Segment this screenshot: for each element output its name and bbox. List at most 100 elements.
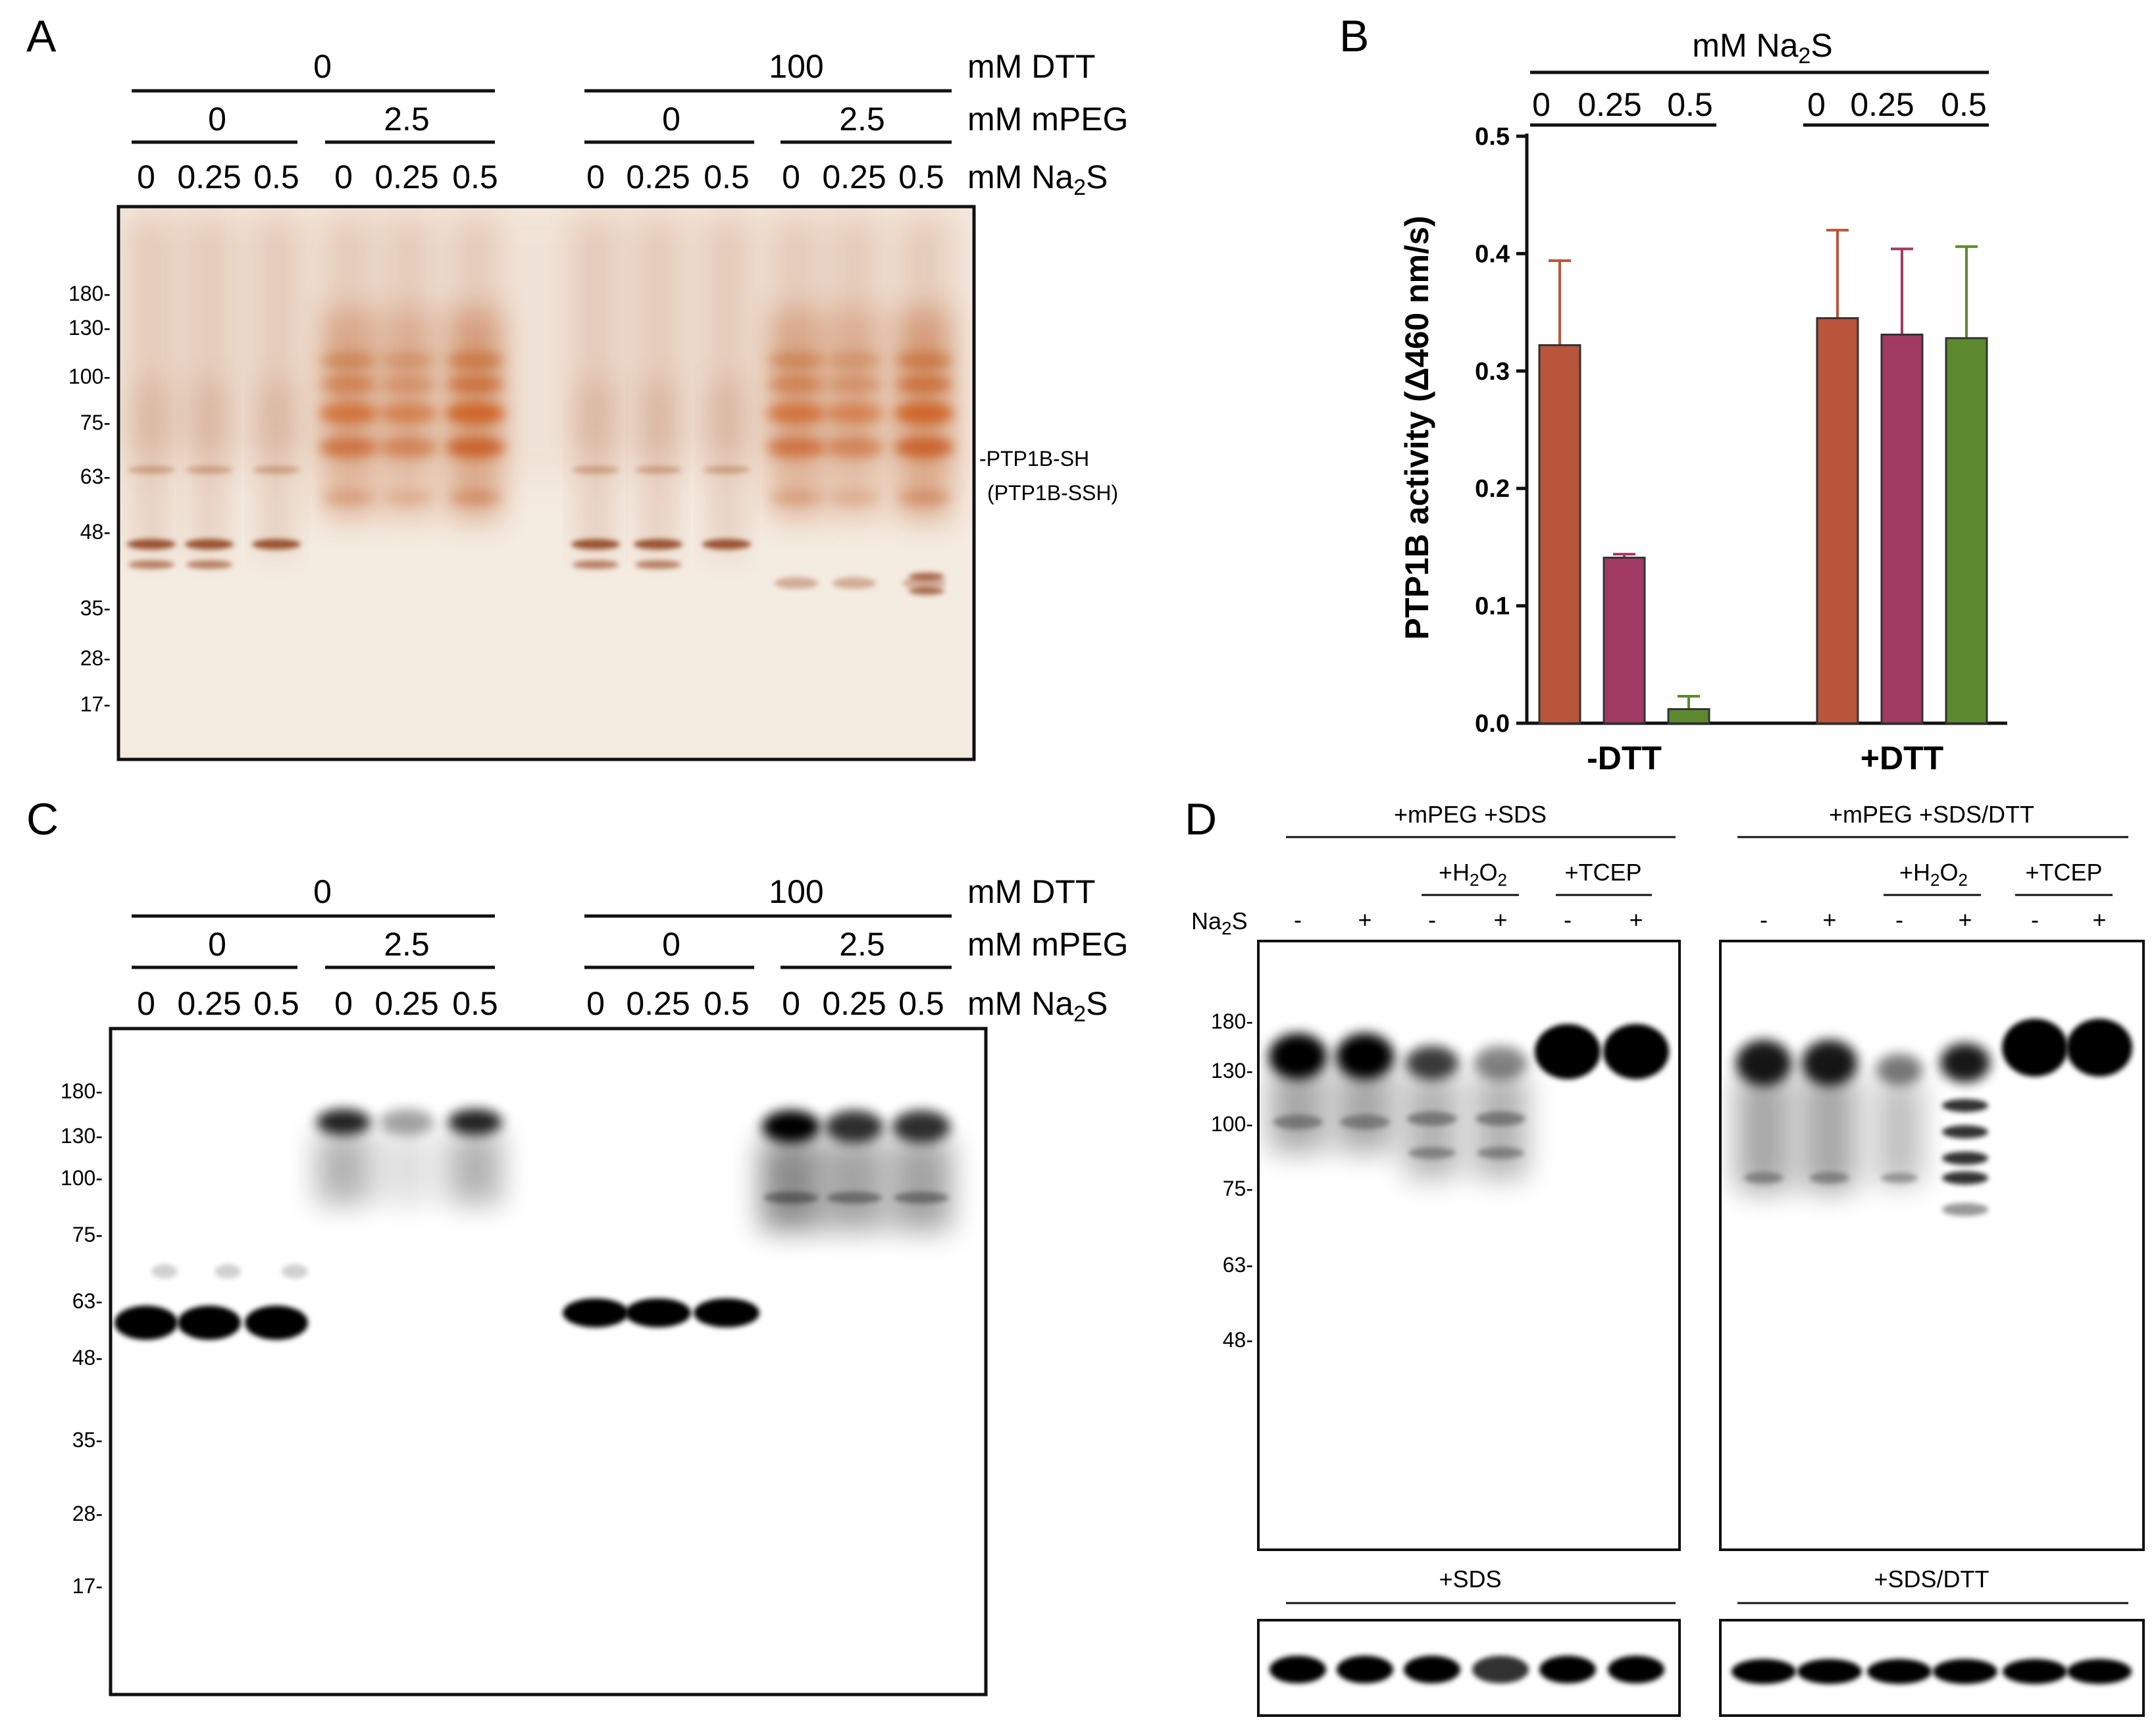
group-header-value: 0.25 bbox=[1578, 86, 1641, 123]
d-na2s-sign: - bbox=[1760, 906, 1768, 933]
gel-band bbox=[563, 1298, 629, 1327]
gel-band bbox=[827, 1192, 882, 1204]
gel-band bbox=[2066, 1019, 2132, 1077]
gel-band bbox=[447, 376, 503, 393]
mpeg-row-label: mM mPEG bbox=[967, 101, 1128, 138]
mpeg-row-label: mM mPEG bbox=[967, 926, 1128, 963]
mw-marker: 130- bbox=[61, 1124, 103, 1148]
d-na2s-sign: + bbox=[1958, 906, 1972, 933]
gel-band bbox=[378, 438, 438, 457]
mw-marker: 17- bbox=[80, 692, 111, 716]
gel-band bbox=[909, 573, 944, 580]
gel-band bbox=[902, 577, 946, 589]
gel-band bbox=[1337, 1656, 1393, 1683]
gel-band bbox=[775, 577, 818, 589]
gel-band bbox=[245, 1306, 308, 1340]
mpeg-value: 0 bbox=[662, 926, 680, 963]
gel-smear bbox=[710, 382, 743, 553]
lane-na2s-value: 0 bbox=[782, 159, 800, 195]
gel-smear bbox=[1270, 1066, 1325, 1152]
panel-label-d: D bbox=[1185, 794, 1217, 844]
panel-c-header: 0 100 mM DTT 0 2.5 0 2.5 mM mPEG 0 0.25 0.… bbox=[132, 873, 1128, 1027]
lane-na2s-value: 0 bbox=[334, 159, 353, 195]
gel-band bbox=[767, 403, 826, 424]
mw-marker: 28- bbox=[80, 646, 111, 670]
gel-band bbox=[378, 403, 438, 424]
gel-band bbox=[694, 1298, 759, 1327]
y-tick-label: 0.0 bbox=[1475, 710, 1510, 738]
gel-band bbox=[1942, 1125, 1988, 1138]
band-annotation-ptp1b-ssh: (PTP1B-SSH) bbox=[987, 481, 1118, 505]
group-header-value: 0.5 bbox=[1667, 86, 1713, 123]
lane-na2s-value: 0.25 bbox=[626, 985, 690, 1022]
mpeg-value: 2.5 bbox=[384, 101, 430, 138]
gel-band bbox=[322, 491, 375, 504]
bar bbox=[1816, 317, 1859, 725]
gel-smear bbox=[761, 1138, 821, 1231]
gel-band bbox=[186, 560, 232, 569]
group-header-value: 0 bbox=[1532, 86, 1551, 123]
mw-marker: 75- bbox=[1223, 1177, 1253, 1200]
d-na2s-row-label: Na2S bbox=[1191, 907, 1248, 938]
gel-band bbox=[892, 1110, 950, 1143]
band-annotation-ptp1b-sh: -PTP1B-SH bbox=[979, 447, 1089, 471]
d-na2s-sign: - bbox=[1428, 906, 1436, 933]
gel-band bbox=[1810, 1172, 1849, 1184]
d-na2s-sign: - bbox=[1564, 906, 1572, 933]
gel-band bbox=[833, 577, 876, 589]
gel-smear bbox=[1737, 1073, 1791, 1191]
gel-band bbox=[1942, 1203, 1988, 1216]
gel-band bbox=[767, 438, 826, 457]
mpeg-value: 0 bbox=[208, 101, 226, 138]
gel-band bbox=[1340, 1115, 1390, 1129]
gel-band bbox=[1477, 1147, 1524, 1159]
gel-band bbox=[1942, 1099, 1988, 1112]
d-na2s-sign: - bbox=[1895, 906, 1903, 933]
lane-na2s-value: 0.5 bbox=[253, 159, 299, 195]
mw-marker: 75- bbox=[72, 1223, 103, 1246]
gel-band bbox=[1744, 1172, 1784, 1184]
gel-smear bbox=[891, 1138, 952, 1231]
gel-band bbox=[1942, 1171, 1988, 1185]
mw-marker: 100- bbox=[61, 1166, 103, 1190]
loading-control-left-frame bbox=[1257, 1619, 1681, 1717]
gel-band bbox=[909, 587, 944, 595]
gel-band bbox=[446, 403, 505, 424]
gel-smear bbox=[448, 1132, 502, 1204]
bar bbox=[1880, 333, 1924, 725]
panel-d: +mPEG +SDS +H2O2 +TCEP +mPEG +SDS/DTT +H… bbox=[1191, 801, 2145, 1717]
mpeg-value: 0 bbox=[208, 926, 226, 963]
gel-band bbox=[319, 438, 378, 457]
gel-smear bbox=[642, 382, 675, 553]
gel-band bbox=[2002, 1019, 2068, 1077]
blot-c-frame bbox=[109, 1027, 988, 1697]
lane-na2s-value: 0 bbox=[137, 985, 155, 1022]
gel-band bbox=[1407, 1111, 1457, 1126]
mw-marker: 35- bbox=[72, 1428, 103, 1452]
gel-band bbox=[1933, 1659, 1997, 1684]
lane-na2s-value: 0 bbox=[782, 985, 800, 1022]
gel-band bbox=[321, 352, 377, 369]
gel-band bbox=[1404, 1656, 1460, 1683]
gel-smear bbox=[317, 1132, 371, 1204]
gel-smear bbox=[824, 1138, 885, 1231]
dtt-value-100: 100 bbox=[769, 48, 823, 85]
gel-smear bbox=[380, 1132, 434, 1204]
dtt-value-0: 0 bbox=[313, 48, 332, 85]
na2s-row-label: mM Na2S bbox=[967, 985, 1108, 1027]
bar bbox=[1538, 344, 1581, 725]
bar bbox=[1603, 556, 1646, 725]
d-header-mpeg-sds: +mPEG +SDS bbox=[1394, 801, 1547, 828]
lane-na2s-value: 0.25 bbox=[822, 985, 886, 1022]
gel-band bbox=[894, 1192, 949, 1204]
lane-na2s-value: 0 bbox=[586, 159, 605, 195]
d-h2o2-label: +H2O2 bbox=[1899, 859, 1968, 890]
gel-band bbox=[446, 438, 505, 457]
d-na2s-sign: + bbox=[1358, 906, 1372, 933]
x-category-label: +DTT bbox=[1861, 740, 1943, 777]
mw-marker: 17- bbox=[72, 1574, 103, 1598]
y-tick-label: 0.3 bbox=[1475, 358, 1510, 386]
mw-marker: 180- bbox=[68, 282, 111, 305]
gel-band bbox=[1472, 1656, 1529, 1683]
